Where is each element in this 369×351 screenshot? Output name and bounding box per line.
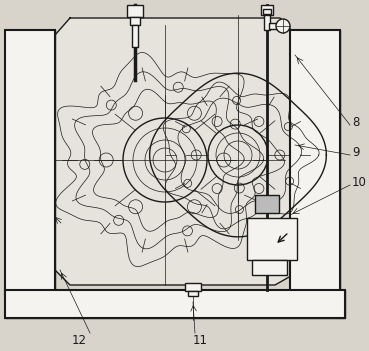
Bar — [127, 5, 143, 17]
Text: 12: 12 — [72, 333, 87, 346]
Bar — [5, 290, 345, 318]
Bar — [5, 30, 55, 295]
Bar — [290, 30, 340, 300]
Bar — [247, 218, 297, 260]
Bar — [263, 9, 271, 14]
Text: 9: 9 — [352, 146, 359, 159]
Bar — [185, 283, 201, 291]
Bar — [188, 291, 198, 296]
Text: 10: 10 — [352, 176, 367, 188]
Bar — [264, 15, 270, 30]
Bar — [130, 17, 140, 25]
Text: 11: 11 — [193, 333, 208, 346]
Bar — [5, 290, 345, 318]
Bar — [261, 5, 273, 15]
Bar — [255, 195, 279, 213]
Bar — [290, 30, 340, 295]
Polygon shape — [55, 18, 310, 285]
Circle shape — [276, 19, 290, 33]
Bar — [5, 30, 55, 300]
Bar — [132, 25, 138, 47]
Bar — [269, 23, 287, 29]
Text: 8: 8 — [352, 115, 359, 128]
Bar — [252, 260, 287, 275]
